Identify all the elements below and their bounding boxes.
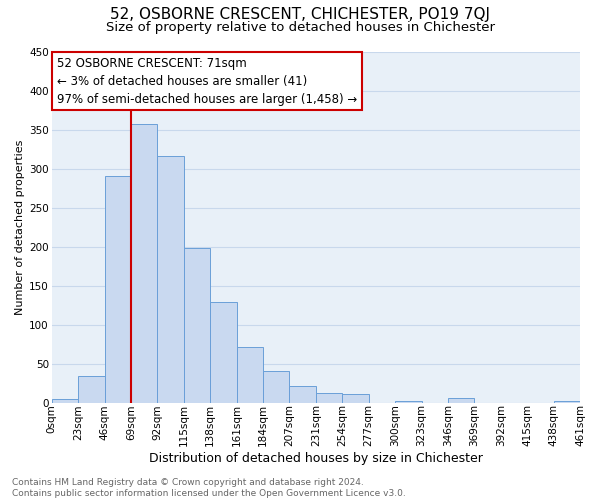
- Bar: [78, 376, 104, 403]
- Text: Size of property relative to detached houses in Chichester: Size of property relative to detached ho…: [106, 21, 494, 34]
- Text: 52 OSBORNE CRESCENT: 71sqm
← 3% of detached houses are smaller (41)
97% of semi-: 52 OSBORNE CRESCENT: 71sqm ← 3% of detac…: [57, 57, 357, 106]
- Bar: [236, 348, 263, 403]
- X-axis label: Distribution of detached houses by size in Chichester: Distribution of detached houses by size …: [149, 452, 483, 465]
- Bar: [104, 176, 131, 403]
- Bar: [184, 248, 210, 403]
- Bar: [316, 393, 342, 403]
- Text: 52, OSBORNE CRESCENT, CHICHESTER, PO19 7QJ: 52, OSBORNE CRESCENT, CHICHESTER, PO19 7…: [110, 8, 490, 22]
- Text: Contains HM Land Registry data © Crown copyright and database right 2024.
Contai: Contains HM Land Registry data © Crown c…: [12, 478, 406, 498]
- Bar: [131, 124, 157, 403]
- Y-axis label: Number of detached properties: Number of detached properties: [15, 140, 25, 315]
- Bar: [289, 386, 316, 403]
- Bar: [263, 371, 289, 403]
- Bar: [342, 394, 368, 403]
- Bar: [554, 402, 580, 403]
- Bar: [395, 400, 422, 403]
- Bar: [52, 399, 78, 403]
- Bar: [210, 302, 236, 403]
- Bar: [448, 398, 475, 403]
- Bar: [157, 156, 184, 403]
